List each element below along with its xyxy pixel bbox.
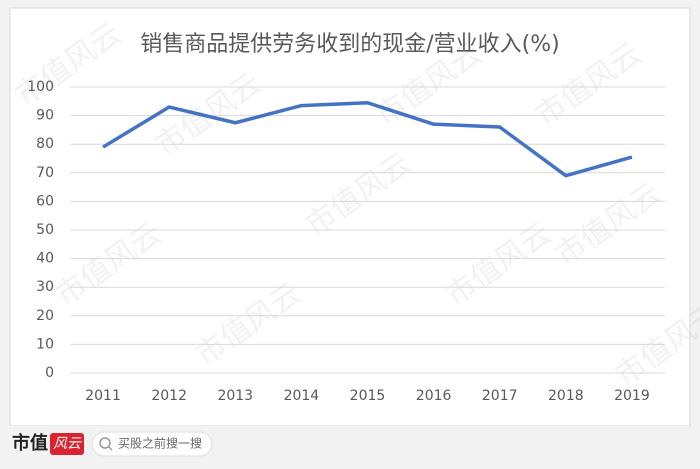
x-tick-label: 2019	[614, 388, 650, 404]
x-tick-label: 2018	[548, 388, 584, 404]
x-tick-label: 2011	[85, 388, 121, 404]
search-icon	[99, 437, 111, 449]
y-tick-label: 20	[36, 308, 54, 324]
plot: 0 10 20 30 40 50 60 70 80 90 100 2011 2012 2013 2014 20…	[27, 79, 665, 404]
logo-badge-bg	[50, 433, 84, 455]
y-tick-label: 0	[45, 365, 54, 381]
x-tick-label: 2013	[217, 388, 253, 404]
y-tick-label: 100	[27, 79, 54, 95]
y-tick-label: 10	[36, 336, 54, 352]
x-tick-label: 2014	[284, 388, 320, 404]
search-placeholder: 买股之前搜一搜	[118, 436, 202, 451]
x-tick-label: 2015	[350, 388, 386, 404]
y-tick-label: 40	[36, 251, 54, 267]
y-tick-label: 30	[36, 279, 54, 295]
x-tick-label: 2012	[151, 388, 187, 404]
y-tick-label: 50	[36, 222, 54, 238]
x-tick-label: 2017	[482, 388, 518, 404]
search-icon-handle	[108, 446, 113, 451]
chart-area	[9, 7, 691, 427]
line	[102, 100, 633, 178]
y-tick-label: 80	[36, 136, 54, 152]
chart-title: 销售商品提供劳务收到的现金/营业收入(%)	[140, 32, 559, 57]
logo-badge: 风云	[53, 436, 82, 452]
y-tick-label: 90	[36, 108, 54, 124]
x-tick-label: 2016	[416, 388, 452, 404]
y-tick-label: 60	[36, 193, 54, 209]
y-tick-label: 70	[36, 165, 54, 181]
logo: 市值	[12, 432, 48, 454]
search-box[interactable]	[91, 431, 213, 457]
